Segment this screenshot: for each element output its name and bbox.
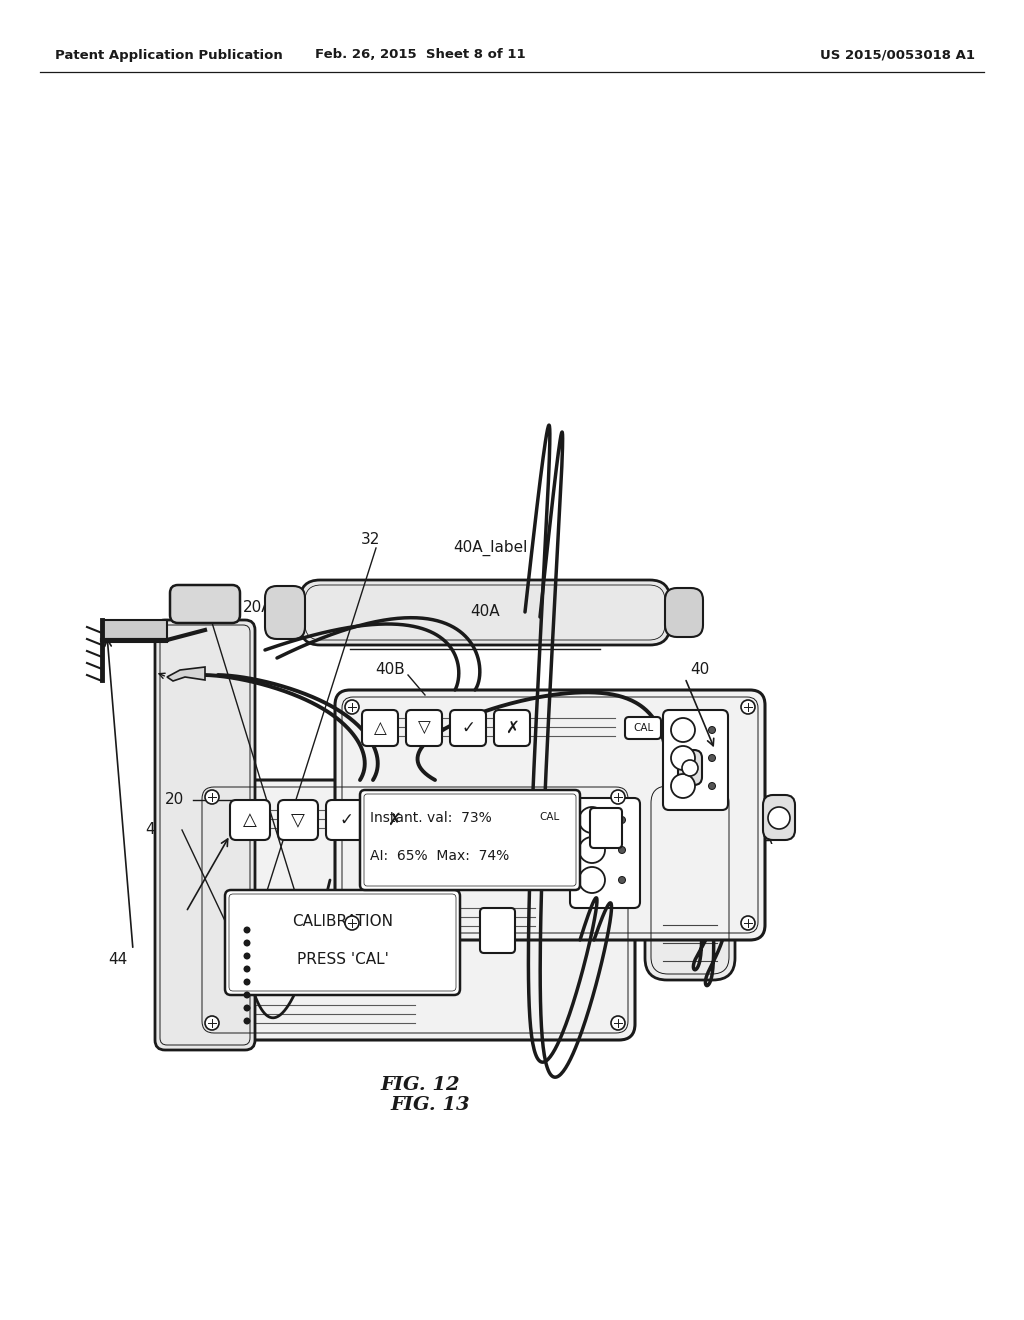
Text: 40A: 40A [743, 833, 773, 847]
Text: ✗: ✗ [387, 810, 401, 829]
Circle shape [709, 783, 716, 789]
FancyBboxPatch shape [155, 620, 255, 1049]
Text: 20: 20 [165, 792, 184, 808]
Text: 40A: 40A [470, 605, 500, 619]
Circle shape [579, 867, 605, 894]
Circle shape [741, 916, 755, 931]
FancyBboxPatch shape [230, 800, 270, 840]
Circle shape [345, 700, 359, 714]
FancyBboxPatch shape [362, 710, 398, 746]
Circle shape [709, 726, 716, 734]
Text: 32: 32 [360, 532, 380, 548]
FancyBboxPatch shape [665, 587, 703, 638]
Circle shape [768, 807, 790, 829]
Circle shape [244, 1018, 251, 1024]
Text: ✓: ✓ [339, 810, 353, 829]
Text: ✗: ✗ [505, 719, 519, 737]
FancyBboxPatch shape [278, 800, 318, 840]
Text: 40A_label: 40A_label [453, 540, 527, 556]
Text: △: △ [243, 810, 257, 829]
Polygon shape [167, 667, 205, 681]
FancyBboxPatch shape [170, 585, 240, 623]
Circle shape [244, 978, 251, 986]
Circle shape [579, 807, 605, 833]
Text: Feb. 26, 2015  Sheet 8 of 11: Feb. 26, 2015 Sheet 8 of 11 [314, 49, 525, 62]
Circle shape [244, 1005, 251, 1011]
Circle shape [611, 789, 625, 804]
FancyBboxPatch shape [625, 717, 662, 739]
Circle shape [244, 965, 251, 973]
Circle shape [671, 746, 695, 770]
FancyBboxPatch shape [335, 690, 765, 940]
Circle shape [618, 817, 626, 824]
Circle shape [618, 876, 626, 883]
Text: AI:  65%  Max:  74%: AI: 65% Max: 74% [370, 849, 509, 863]
Text: CAL: CAL [539, 813, 559, 822]
FancyBboxPatch shape [360, 789, 580, 890]
FancyBboxPatch shape [590, 808, 622, 847]
Circle shape [671, 718, 695, 742]
Circle shape [205, 1016, 219, 1030]
Text: ▽: ▽ [418, 719, 430, 737]
Text: 40B: 40B [145, 822, 175, 837]
Circle shape [709, 755, 716, 762]
Circle shape [618, 846, 626, 854]
Text: CAL: CAL [633, 723, 653, 733]
FancyBboxPatch shape [326, 800, 366, 840]
Text: 40B: 40B [375, 663, 404, 677]
FancyBboxPatch shape [530, 805, 568, 830]
FancyBboxPatch shape [265, 586, 305, 639]
Text: Instant. val:  73%: Instant. val: 73% [370, 810, 492, 825]
Circle shape [244, 953, 251, 960]
Text: 44: 44 [109, 953, 128, 968]
FancyBboxPatch shape [678, 750, 702, 785]
Text: Patent Application Publication: Patent Application Publication [55, 49, 283, 62]
FancyBboxPatch shape [300, 579, 670, 645]
Circle shape [579, 837, 605, 863]
Circle shape [671, 774, 695, 799]
FancyBboxPatch shape [406, 710, 442, 746]
Circle shape [244, 991, 251, 998]
Text: FIG. 12: FIG. 12 [380, 1076, 460, 1094]
Circle shape [205, 789, 219, 804]
Text: ▽: ▽ [291, 810, 305, 829]
Text: ✓: ✓ [461, 719, 475, 737]
Text: △: △ [374, 719, 386, 737]
Circle shape [244, 940, 251, 946]
Circle shape [741, 700, 755, 714]
FancyBboxPatch shape [480, 908, 515, 953]
FancyBboxPatch shape [225, 890, 460, 995]
Circle shape [611, 1016, 625, 1030]
Text: CALIBRATION: CALIBRATION [292, 915, 393, 929]
Text: 20B: 20B [283, 953, 313, 968]
Circle shape [345, 916, 359, 931]
Bar [102, 620, 167, 642]
FancyBboxPatch shape [763, 795, 795, 840]
Text: FIG. 13: FIG. 13 [390, 1096, 470, 1114]
FancyBboxPatch shape [494, 710, 530, 746]
FancyBboxPatch shape [663, 710, 728, 810]
Text: US 2015/0053018 A1: US 2015/0053018 A1 [820, 49, 975, 62]
Circle shape [682, 760, 698, 776]
FancyBboxPatch shape [374, 800, 414, 840]
FancyBboxPatch shape [195, 780, 635, 1040]
FancyBboxPatch shape [645, 780, 735, 979]
FancyBboxPatch shape [450, 710, 486, 746]
Text: 40: 40 [690, 663, 710, 677]
Text: PRESS 'CAL': PRESS 'CAL' [297, 953, 388, 968]
Circle shape [244, 927, 251, 933]
Text: 40: 40 [159, 912, 177, 928]
Text: 20A: 20A [243, 601, 272, 615]
FancyBboxPatch shape [570, 799, 640, 908]
